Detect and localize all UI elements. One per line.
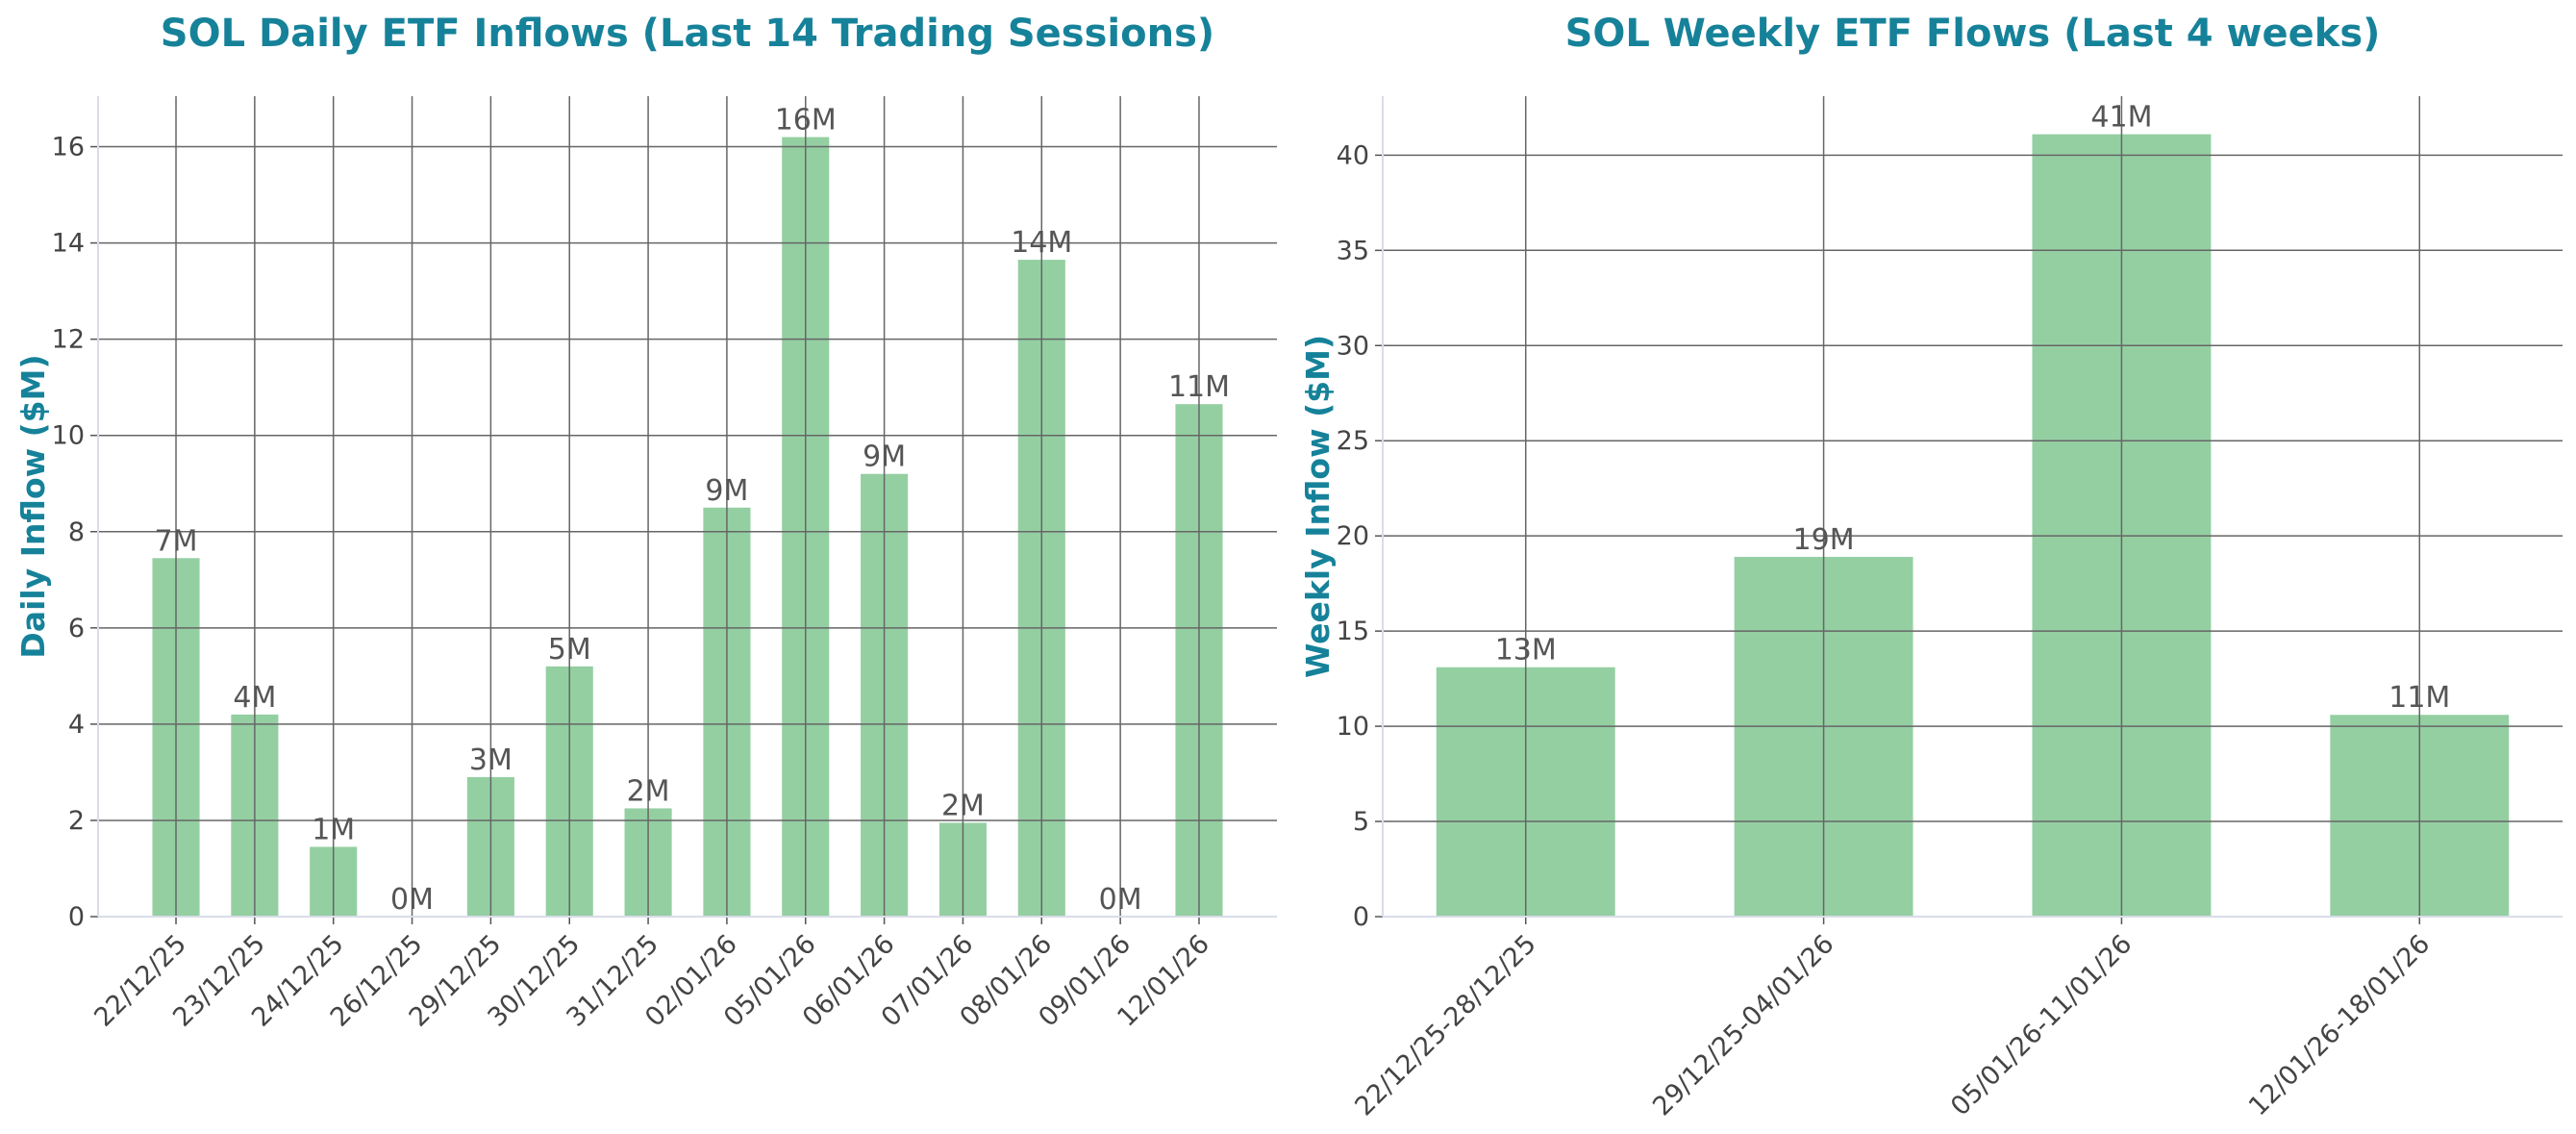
y-tick-label: 8 — [68, 517, 85, 547]
y-tick-label: 0 — [68, 902, 85, 932]
chart-title: SOL Weekly ETF Flows (Last 4 weeks) — [1565, 12, 2381, 56]
data-label: 2M — [941, 789, 985, 822]
y-tick-label: 35 — [1337, 236, 1369, 265]
y-tick-label: 14 — [52, 229, 85, 259]
y-tick-label: 25 — [1337, 426, 1369, 456]
data-label: 5M — [548, 633, 591, 667]
x-tick-label: 22/12/25-28/12/25 — [1349, 929, 1541, 1121]
data-label: 14M — [1011, 226, 1072, 260]
data-label: 7M — [155, 524, 198, 558]
data-label: 16M — [775, 104, 837, 138]
data-label: 19M — [1793, 523, 1855, 557]
data-label: 9M — [705, 474, 748, 508]
y-tick-label: 6 — [68, 614, 85, 643]
data-label: 11M — [1168, 370, 1230, 404]
y-tick-label: 4 — [68, 710, 85, 740]
y-tick-label: 40 — [1337, 140, 1369, 170]
data-label: 1M — [312, 813, 355, 846]
data-label: 9M — [863, 441, 906, 474]
y-tick-label: 10 — [52, 421, 85, 451]
y-axis-label: Weekly Inflow ($M) — [1299, 335, 1337, 678]
y-tick-label: 15 — [1337, 617, 1369, 646]
data-label: 13M — [1495, 634, 1557, 668]
y-tick-label: 30 — [1337, 331, 1369, 361]
y-axis-label: Daily Inflow ($M) — [14, 354, 52, 658]
y-tick-label: 0 — [1353, 902, 1369, 932]
data-label: 0M — [1099, 883, 1142, 917]
y-tick-label: 20 — [1337, 521, 1369, 551]
y-tick-label: 12 — [52, 325, 85, 355]
data-label: 41M — [2090, 101, 2152, 135]
y-tick-label: 16 — [52, 133, 85, 163]
x-tick-label: 29/12/25-04/01/26 — [1647, 929, 1839, 1121]
chart-title: SOL Daily ETF Inflows (Last 14 Trading S… — [161, 12, 1214, 56]
chart-panel-2: SOL Weekly ETF Flows (Last 4 weeks) Weekl… — [1299, 12, 2563, 1121]
y-tick-label: 2 — [68, 806, 85, 836]
y-tick-label: 10 — [1337, 712, 1369, 742]
data-label: 2M — [627, 774, 670, 808]
data-label: 0M — [390, 883, 434, 917]
chart-panel-1: SOL Daily ETF Inflows (Last 14 Trading S… — [14, 12, 1277, 1033]
data-label: 3M — [469, 743, 513, 777]
x-tick-label: 05/01/26-11/01/26 — [1945, 929, 2138, 1121]
data-label: 11M — [2388, 681, 2450, 715]
y-tick-label: 5 — [1353, 807, 1369, 837]
data-label: 4M — [233, 681, 276, 715]
x-tick-label: 12/01/26-18/01/26 — [2243, 929, 2436, 1121]
